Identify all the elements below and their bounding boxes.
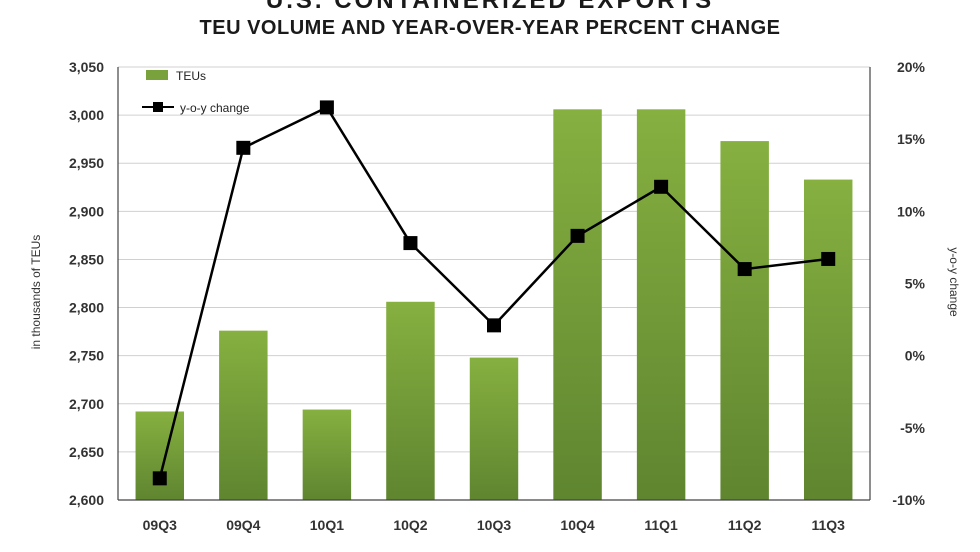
- teu-bar: [386, 301, 435, 500]
- y-tick-label: 3,000: [69, 107, 104, 123]
- legend-swatch-teus: [146, 70, 168, 80]
- bar-series: [135, 109, 853, 501]
- y2-tick-label: 15%: [897, 131, 926, 147]
- x-tick-label: 09Q4: [226, 517, 260, 533]
- teu-bar: [720, 141, 769, 500]
- y-tick-label: 2,900: [69, 203, 104, 219]
- teu-bar: [636, 109, 686, 501]
- y2-tick-label: -10%: [892, 492, 925, 508]
- x-tick-label: 10Q3: [477, 517, 511, 533]
- teu-bar: [219, 330, 268, 500]
- y-tick-label: 2,850: [69, 251, 104, 267]
- x-tick-label: 10Q1: [310, 517, 344, 533]
- y2-tick-label: 10%: [897, 203, 926, 219]
- yoy-marker: [821, 251, 836, 266]
- teu-bar: [302, 409, 352, 500]
- yoy-marker: [737, 262, 752, 277]
- y-tick-label: 2,750: [69, 348, 104, 364]
- yoy-marker: [570, 228, 585, 243]
- x-tick-label: 11Q3: [811, 517, 845, 533]
- axes: [117, 67, 871, 501]
- teu-bar: [135, 411, 185, 500]
- y-tick-label: 2,600: [69, 492, 104, 508]
- y-tick-label: 2,650: [69, 444, 104, 460]
- category-labels: 09Q3 09Q4 10Q1 10Q2 10Q3 10Q4 11Q1 11Q2 11Q3: [143, 517, 846, 533]
- y-tick-label: 2,950: [69, 155, 104, 171]
- x-tick-label: 10Q4: [560, 517, 594, 533]
- yoy-marker: [487, 318, 501, 333]
- x-tick-label: 10Q2: [393, 517, 427, 533]
- legend-marker-yoy: [153, 102, 163, 112]
- line-series: [152, 100, 836, 486]
- y-tick-label: 3,050: [69, 59, 104, 75]
- y-tick-label: 2,800: [69, 300, 104, 316]
- yoy-marker: [654, 179, 669, 194]
- y-axis-title: in thousands of TEUs: [29, 235, 43, 350]
- yoy-marker: [403, 236, 418, 251]
- y-tick-label: 2,700: [69, 396, 104, 412]
- y2-tick-label: 5%: [905, 276, 926, 292]
- chart-title-clip: U.S. CONTAINERIZED EXPORTS: [0, 0, 980, 14]
- x-tick-label: 11Q1: [644, 517, 678, 533]
- y2-tick-label: 0%: [905, 348, 926, 364]
- yoy-marker: [236, 140, 251, 155]
- teu-bar: [469, 357, 519, 500]
- y2-tick-label: -5%: [900, 420, 925, 436]
- x-tick-label: 09Q3: [143, 517, 177, 533]
- x-tick-label: 11Q2: [728, 517, 762, 533]
- teu-bar: [553, 109, 602, 501]
- right-axis-ticks: -10% -5% 0% 5% 10% 15% 20%: [892, 59, 925, 508]
- legend: TEUs y-o-y change: [142, 69, 250, 115]
- legend-label-yoy: y-o-y change: [180, 101, 250, 115]
- left-axis-ticks: 2,600 2,650 2,700 2,750 2,800 2,850 2,900 2,950…: [69, 59, 104, 508]
- y2-tick-label: 20%: [897, 59, 926, 75]
- yoy-marker: [152, 471, 167, 486]
- legend-label-teus: TEUs: [176, 69, 206, 83]
- chart-subtitle: TEU VOLUME AND YEAR-OVER-YEAR PERCENT CH…: [199, 17, 781, 39]
- y2-axis-title: y-o-y change: [947, 247, 961, 317]
- yoy-marker: [319, 100, 334, 115]
- chart-title: U.S. CONTAINERIZED EXPORTS: [265, 0, 715, 14]
- teu-bar: [803, 179, 853, 500]
